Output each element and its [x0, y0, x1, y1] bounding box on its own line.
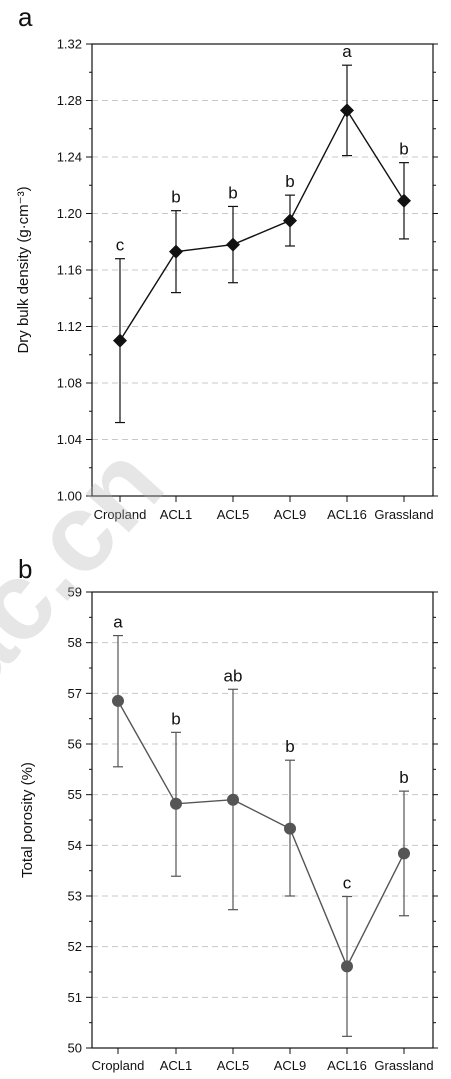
- panel-a: a 1.00 1.04 1.08 1.12 1.16 1.20 1.24 1.28 1.32 Dry…: [15, 2, 438, 522]
- data-point: [170, 797, 182, 810]
- y-tick-label: 58: [68, 635, 82, 650]
- significance-letter: c: [116, 236, 125, 255]
- data-point: [283, 213, 297, 228]
- x-tick-label: Grassland: [374, 507, 433, 522]
- y-tick-label: 1.00: [57, 489, 82, 504]
- data-point: [284, 822, 296, 835]
- y-tick-label: 57: [68, 686, 82, 701]
- y-tick-label: 1.32: [57, 37, 82, 52]
- series-line: [117, 700, 405, 969]
- y-tick-label: 1.16: [57, 263, 82, 278]
- panel-label: b: [18, 554, 32, 584]
- x-tick-label: ACL16: [327, 507, 367, 522]
- y-tick-label: 59: [68, 585, 82, 600]
- y-tick-label: 1.12: [57, 319, 82, 334]
- watermark-text: .ac.cn: [0, 422, 187, 736]
- significance-letter: b: [285, 737, 294, 756]
- series-line: [119, 108, 405, 341]
- y-tick-label: 50: [68, 1041, 82, 1056]
- panel-b: b 50 51 52 53 54 55 56 57 58 59 Total porosity (%) C…: [18, 554, 438, 1073]
- watermark: .ac.cn: [0, 422, 187, 736]
- y-tick-label: 1.28: [57, 93, 82, 108]
- significance-letter: ab: [224, 666, 243, 685]
- y-tick-label: 56: [68, 737, 82, 752]
- y-tick-label: 1.08: [57, 376, 82, 391]
- y-tick-label: 53: [68, 889, 82, 904]
- x-tick-label: Cropland: [94, 507, 147, 522]
- data-point: [340, 103, 354, 118]
- data-point: [397, 193, 411, 208]
- significance-letter: b: [285, 172, 294, 191]
- data-point: [398, 847, 410, 860]
- plot-frame: [91, 591, 434, 1049]
- data-point: [226, 237, 240, 252]
- y-axis-label: Total porosity (%): [19, 762, 36, 878]
- significance-letter: b: [171, 188, 180, 207]
- data-point: [341, 960, 353, 973]
- data-point: [112, 694, 124, 707]
- x-tick-label: ACL1: [160, 1058, 193, 1073]
- x-tick-label: Cropland: [92, 1058, 145, 1073]
- x-tick-label: ACL5: [217, 1058, 250, 1073]
- x-tick-label: ACL16: [327, 1058, 367, 1073]
- x-tick-label: ACL9: [274, 1058, 307, 1073]
- y-tick-label: 54: [68, 838, 82, 853]
- y-tick-label: 52: [68, 939, 82, 954]
- y-tick-label: 1.20: [57, 206, 82, 221]
- x-tick-label: ACL9: [274, 507, 307, 522]
- significance-letter: a: [342, 42, 352, 61]
- significance-letter: b: [171, 709, 180, 728]
- x-tick-label: ACL1: [160, 507, 193, 522]
- y-axis-label: Dry bulk density (g·cm⁻³): [15, 186, 32, 353]
- x-tick-label: ACL5: [217, 507, 250, 522]
- significance-letter: a: [113, 613, 123, 632]
- significance-letter: b: [399, 768, 408, 787]
- significance-letter: c: [343, 874, 352, 893]
- data-point: [169, 244, 183, 259]
- data-point: [227, 793, 239, 806]
- x-tick-label: Grassland: [374, 1058, 433, 1073]
- y-tick-label: 1.24: [57, 150, 82, 165]
- significance-letter: b: [228, 183, 237, 202]
- significance-letter: b: [399, 140, 408, 159]
- y-tick-label: 1.04: [57, 432, 82, 447]
- panel-label: a: [18, 2, 33, 32]
- data-point: [113, 333, 127, 348]
- y-tick-label: 51: [68, 990, 82, 1005]
- y-tick-label: 55: [68, 787, 82, 802]
